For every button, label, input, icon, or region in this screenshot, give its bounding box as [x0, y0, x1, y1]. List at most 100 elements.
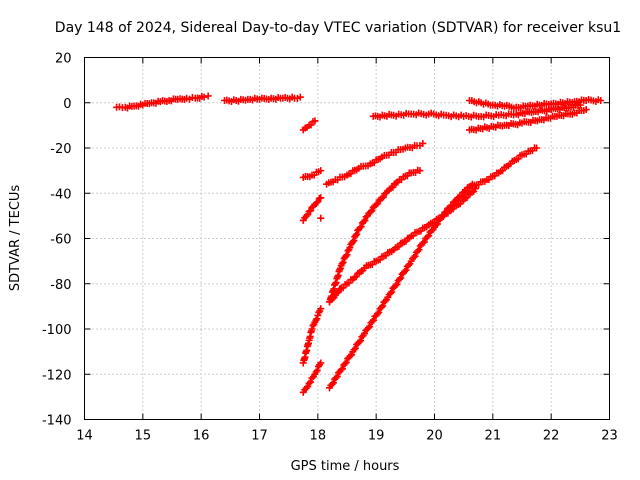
data-point-interp	[475, 98, 483, 106]
data-point-interp	[348, 351, 356, 359]
data-point-interp	[304, 383, 312, 391]
y-tick-label: -80	[50, 278, 71, 293]
data-point-interp	[392, 282, 400, 290]
data-point-interp	[394, 178, 402, 186]
data-point-interp	[388, 247, 396, 255]
data-point-interp	[447, 203, 455, 211]
data-point-interp	[332, 374, 340, 382]
x-tick-label: 22	[543, 429, 560, 444]
data-point-interp	[309, 118, 317, 126]
data-point-interp	[316, 307, 324, 315]
data-point-interp	[516, 152, 524, 160]
data-point-interp	[557, 98, 564, 106]
data-point-interp	[411, 252, 419, 260]
data-point-interp	[347, 276, 355, 284]
data-point-interp	[420, 238, 428, 246]
data-point-interp	[428, 227, 436, 235]
data-point-interp	[433, 220, 441, 228]
data-point-interp	[333, 289, 341, 297]
data-point-interp	[393, 280, 401, 288]
data-point-interp	[438, 214, 446, 222]
x-tick-label: 18	[310, 429, 327, 444]
data-point-interp	[341, 360, 349, 368]
data-point-interp	[415, 246, 423, 254]
data-point-interp	[387, 111, 395, 119]
data-point-interp	[405, 234, 413, 242]
data-point-interp	[516, 119, 524, 127]
data-point-interp	[339, 258, 347, 266]
data-point-interp	[366, 208, 374, 216]
x-tick-label: 17	[251, 429, 268, 444]
data-point-interp	[303, 123, 311, 131]
data-point-interp	[346, 352, 354, 360]
data-points	[113, 92, 605, 396]
data-point-interp	[242, 96, 249, 104]
data-point-interp	[288, 93, 296, 101]
data-point-interp	[364, 324, 372, 332]
grid-lines	[84, 57, 610, 420]
data-point-interp	[382, 189, 390, 197]
data-point	[317, 214, 325, 222]
data-point-interp	[304, 211, 312, 219]
data-point-interp	[364, 162, 372, 170]
data-point-interp	[314, 198, 322, 206]
data-point-interp	[451, 197, 459, 205]
y-tick-label: -40	[50, 187, 71, 202]
data-point-interp	[307, 327, 315, 335]
data-point-interp	[345, 246, 353, 254]
data-point-interp	[470, 187, 478, 195]
data-point-interp	[341, 173, 349, 181]
data-point-interp	[527, 108, 535, 116]
data-point-interp	[533, 100, 541, 108]
data-point-interp	[410, 253, 418, 261]
data-point-interp	[580, 107, 588, 115]
data-point-interp	[336, 285, 344, 293]
data-point-interp	[312, 199, 320, 207]
data-point-interp	[432, 221, 440, 229]
plot-frame	[84, 57, 610, 420]
x-tick-label: 19	[368, 429, 385, 444]
data-point	[396, 275, 403, 283]
y-tick-label: 20	[55, 52, 72, 67]
data-point-interp	[429, 226, 437, 234]
data-point-interp	[334, 288, 342, 296]
data-point-interp	[352, 231, 360, 239]
data-point-interp	[422, 111, 430, 119]
data-point-interp	[580, 96, 588, 104]
data-point-interp	[353, 230, 361, 238]
data-point-interp	[399, 145, 407, 153]
data-point-interp	[375, 308, 383, 316]
data-point-interp	[328, 295, 336, 303]
data-point-interp	[522, 102, 529, 110]
data-point-interp	[307, 207, 315, 215]
data-point-interp	[425, 232, 433, 240]
data-point-interp	[366, 323, 374, 331]
data-point-interp	[498, 122, 506, 130]
data-point-interp	[504, 162, 512, 170]
data-point-interp	[370, 258, 378, 266]
data-point-interp	[342, 252, 350, 260]
data-point-interp	[344, 247, 352, 255]
data-point-interp	[594, 96, 602, 104]
data-point-interp	[342, 358, 350, 366]
data-point	[305, 379, 313, 387]
data-point-interp	[481, 177, 489, 185]
data-point-interp	[329, 379, 337, 387]
y-tick-label: -20	[50, 142, 71, 157]
data-point	[204, 92, 212, 100]
data-point-interp	[405, 261, 413, 269]
x-tick-label: 23	[601, 429, 618, 444]
data-point-interp	[361, 216, 369, 224]
data-point-interp	[369, 203, 377, 211]
data-point-interp	[343, 251, 351, 259]
y-axis-label: SDTVAR / TECUs	[8, 185, 23, 292]
data-point-interp	[439, 212, 447, 220]
data-point-interp	[357, 223, 365, 231]
x-tick-label: 15	[135, 429, 152, 444]
data-point-interp	[531, 144, 538, 152]
data-point-interp	[377, 303, 385, 311]
x-tick-label: 14	[76, 429, 93, 444]
data-point-interp	[350, 346, 358, 354]
data-point-interp	[402, 266, 410, 274]
data-point-interp	[545, 100, 553, 108]
